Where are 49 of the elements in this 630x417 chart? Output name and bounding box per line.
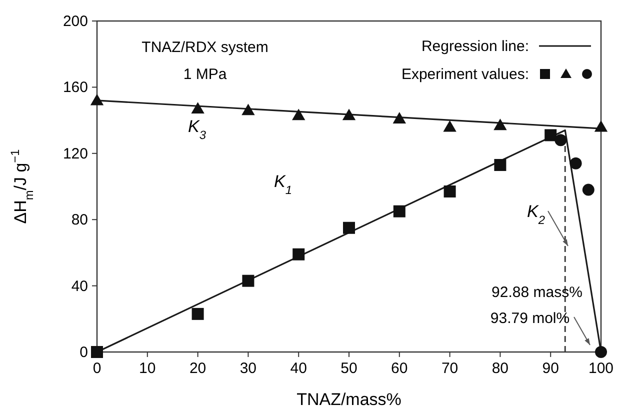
x-tick-label: 10	[139, 360, 156, 377]
x-tick-label: 80	[492, 360, 509, 377]
x-tick-label: 20	[189, 360, 206, 377]
y-tick-label: 0	[80, 344, 88, 361]
annotation: TNAZ/RDX system	[142, 39, 268, 56]
x-tick-label: 40	[290, 360, 307, 377]
annotation: K$_{3}$	[188, 117, 206, 142]
y-tick-label: 80	[71, 212, 88, 229]
x-tick-label: 90	[542, 360, 559, 377]
x-tick-label: 70	[441, 360, 458, 377]
y-tick-label: 200	[62, 13, 88, 30]
point	[90, 94, 104, 106]
point	[343, 222, 355, 234]
x-tick-label: 30	[240, 360, 257, 377]
point	[392, 112, 406, 124]
point	[393, 205, 406, 218]
point	[582, 184, 594, 196]
point	[594, 120, 608, 132]
point	[570, 157, 582, 170]
point	[192, 308, 204, 320]
point	[342, 108, 356, 120]
x-tick-label: 0	[92, 360, 102, 377]
point	[91, 346, 103, 358]
legend-label: Regression line:	[421, 38, 529, 55]
y-tick-label: 40	[71, 278, 88, 295]
annotation: 93.79 mol%	[490, 310, 570, 327]
point	[292, 108, 306, 120]
x-tick-label: 60	[391, 360, 408, 377]
point	[443, 120, 456, 132]
point	[292, 248, 305, 260]
y-tick-label: 120	[62, 145, 88, 162]
x-axis-title: TNAZ/mass%	[296, 390, 402, 409]
point	[544, 129, 557, 142]
annotation: K$_{2}$	[527, 202, 546, 227]
point	[554, 134, 567, 146]
point	[191, 102, 204, 114]
annotation: K$_{1}$	[274, 172, 292, 197]
x-tick-label: 50	[340, 360, 358, 377]
point	[494, 158, 506, 171]
y-tick-label: 160	[62, 79, 88, 96]
point	[242, 274, 254, 287]
x-tick-label: 100	[588, 360, 614, 377]
point	[242, 104, 255, 116]
point	[494, 118, 507, 130]
annotation: 92.88 mass%	[492, 284, 582, 301]
annotation: 1 MPa	[183, 66, 228, 83]
point	[595, 346, 607, 358]
point	[444, 185, 456, 198]
legend-label: Experiment values:	[401, 66, 529, 83]
